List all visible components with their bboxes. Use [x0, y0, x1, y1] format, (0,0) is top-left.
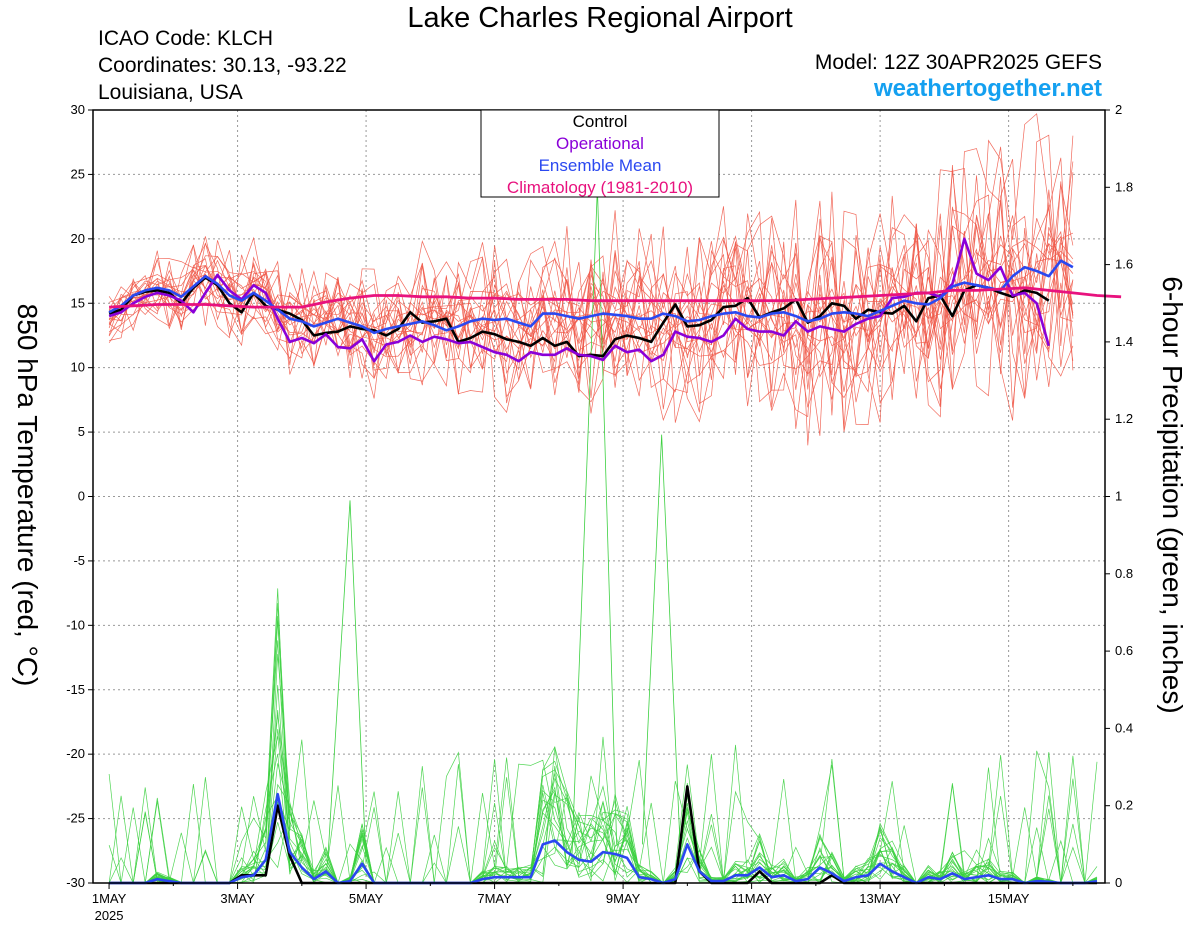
- operational-temp-line: [108, 237, 1051, 363]
- legend-box: [480, 109, 720, 198]
- y-tick-label: 20: [71, 231, 85, 246]
- y2-tick-label: 0.6: [1115, 643, 1133, 658]
- icao-code: ICAO Code: KLCH: [98, 27, 274, 50]
- y-tick-label: 15: [71, 295, 85, 310]
- chart-title: Lake Charles Regional Airport: [407, 2, 793, 34]
- temp-member-line: [108, 239, 1074, 340]
- y2-tick-label: 2: [1115, 102, 1122, 117]
- temp-member-line: [108, 205, 1074, 384]
- temp-member-line: [108, 135, 1074, 436]
- precip-member-line: [109, 640, 1098, 884]
- legend-entry: Control: [573, 112, 628, 131]
- y2-tick-label: 1: [1115, 489, 1122, 504]
- temp-member-line: [108, 194, 1074, 399]
- y-tick-label: -25: [66, 811, 85, 826]
- x-tick-label: 3MAY: [220, 891, 255, 906]
- precip-member-line: [109, 757, 1098, 884]
- grid-lines: [93, 110, 1105, 883]
- y2-tick-label: 0.2: [1115, 798, 1133, 813]
- legend-entry: Ensemble Mean: [539, 156, 662, 175]
- temp-member-line: [108, 148, 1074, 423]
- x-tick-label: 11MAY: [731, 891, 772, 906]
- precip-member-spike: [641, 434, 682, 864]
- x-tick-label: 13MAY: [859, 891, 901, 906]
- coordinates: Coordinates: 30.13, -93.22: [98, 54, 347, 77]
- y-tick-label: 10: [71, 360, 85, 375]
- y2-tick-label: 1.6: [1115, 257, 1133, 272]
- model-run: Model: 12Z 30APR2025 GEFS: [814, 51, 1102, 74]
- y2-tick-label: 1.2: [1115, 411, 1133, 426]
- y-tick-label: -20: [66, 746, 85, 761]
- y-tick-label: 30: [71, 102, 85, 117]
- temp-member-line: [108, 157, 1074, 407]
- precip-member-line: [108, 755, 1098, 884]
- y-tick-label: -15: [66, 682, 85, 697]
- legend-entry: Operational: [556, 134, 644, 153]
- y2-tick-label: 1.4: [1115, 334, 1133, 349]
- y2-tick-label: 0.8: [1115, 566, 1133, 581]
- temp-member-line: [108, 161, 1074, 425]
- y2-tick-label: 0.4: [1115, 720, 1133, 735]
- y-tick-label: -5: [73, 553, 85, 568]
- x-tick-label: 5MAY: [349, 891, 384, 906]
- x-tick-label: 9MAY: [606, 891, 641, 906]
- x-tick-label: 1MAY: [92, 891, 127, 906]
- temp-member-line: [109, 134, 1074, 432]
- region: Louisiana, USA: [98, 81, 243, 104]
- temp-member-line: [108, 169, 1074, 408]
- precip-member-spike: [327, 500, 367, 864]
- axis-ticks: 302520151050-5-10-15-20-25-3021.81.61.41…: [66, 102, 1133, 923]
- temp-member-line: [108, 225, 1074, 375]
- ensemble-mean-precip-line: [109, 792, 1098, 885]
- y-tick-label: -30: [66, 875, 85, 890]
- x-tick-label: 7MAY: [477, 891, 512, 906]
- legend-entry: Climatology (1981-2010): [507, 178, 693, 197]
- y-tick-label: 25: [71, 166, 85, 181]
- precip-member-line: [109, 709, 1098, 884]
- precip-member-line: [109, 654, 1098, 884]
- precip-member-line: [109, 751, 1098, 885]
- temp-member-line: [108, 113, 1074, 446]
- temp-member-line: [109, 226, 1074, 393]
- y-tick-label: 5: [78, 424, 85, 439]
- ensemble-mean-temp-line: [108, 259, 1074, 335]
- ensemble-members: [108, 113, 1098, 885]
- y2-tick-label: 1.8: [1115, 179, 1133, 194]
- y-tick-label: -10: [66, 617, 85, 632]
- x-tick-year: 2025: [95, 908, 124, 923]
- temp-member-line: [108, 158, 1074, 418]
- site-link[interactable]: weathertogether.net: [873, 75, 1102, 102]
- x-tick-label: 15MAY: [988, 891, 1030, 906]
- y-tick-label: 0: [78, 489, 85, 504]
- legend: Control Operational Ensemble Mean Climatolo…: [480, 109, 720, 198]
- y2-tick-label: 0: [1115, 875, 1122, 890]
- climatology-line: [109, 286, 1122, 309]
